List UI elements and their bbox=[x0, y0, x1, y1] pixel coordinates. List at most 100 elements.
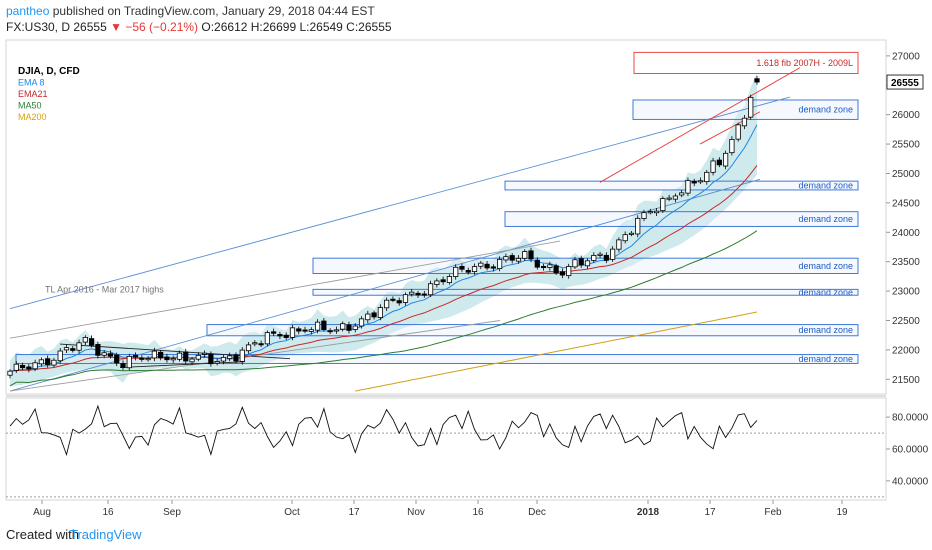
candle-body bbox=[666, 197, 672, 200]
demand-zone-label: demand zone bbox=[798, 214, 853, 224]
candle-body bbox=[51, 359, 57, 366]
candle-body bbox=[691, 180, 697, 184]
candle bbox=[409, 288, 415, 297]
candle-body bbox=[597, 253, 603, 256]
trendline-annotation: TL Apr 2016 - Mar 2017 highs bbox=[45, 284, 164, 294]
candle bbox=[735, 122, 741, 142]
candle-body bbox=[566, 266, 572, 277]
candle-body bbox=[32, 362, 38, 370]
trendline-gray-lower bbox=[9, 320, 501, 392]
candle bbox=[421, 290, 427, 298]
candle bbox=[672, 193, 678, 203]
candle bbox=[522, 249, 528, 262]
last-price: 26555 bbox=[73, 20, 107, 34]
candle-body bbox=[409, 291, 415, 295]
candle-body bbox=[729, 139, 735, 154]
candle bbox=[754, 75, 760, 85]
published-text: published on TradingView.com, January 29… bbox=[52, 4, 375, 18]
candle-body bbox=[471, 266, 478, 272]
candle bbox=[377, 304, 383, 321]
candle bbox=[70, 346, 76, 353]
legend-entry: MA50 bbox=[18, 101, 42, 111]
oscillator-line bbox=[9, 404, 758, 457]
candle-body bbox=[308, 329, 314, 332]
fib-zone-box bbox=[633, 51, 859, 74]
price-chart[interactable]: demand zone demand zone demand zone demand … bbox=[0, 38, 932, 522]
candle bbox=[635, 215, 641, 238]
candle bbox=[82, 335, 88, 346]
ema21-line bbox=[9, 165, 758, 372]
x-tick-label: Feb bbox=[764, 507, 782, 518]
candle-body bbox=[478, 262, 484, 267]
candle-body bbox=[13, 363, 19, 371]
y-tick-label: 23500 bbox=[892, 257, 920, 268]
candle-body bbox=[547, 264, 553, 268]
triangle-lower bbox=[119, 361, 246, 368]
candle bbox=[402, 292, 409, 306]
candle-body bbox=[57, 350, 63, 362]
candle-body bbox=[314, 321, 321, 331]
candle bbox=[308, 327, 314, 335]
demand-zone-box bbox=[15, 354, 859, 364]
main-pane bbox=[5, 39, 887, 395]
candle bbox=[51, 357, 57, 368]
osc-tick-label: 60.0000 bbox=[892, 445, 929, 456]
candle bbox=[710, 157, 716, 176]
candle bbox=[220, 355, 227, 365]
candle bbox=[302, 326, 308, 334]
candle bbox=[145, 356, 151, 362]
demand-zone-label: demand zone bbox=[798, 105, 853, 115]
candle bbox=[465, 267, 471, 275]
candle bbox=[38, 357, 44, 367]
candle-body bbox=[553, 265, 559, 274]
candle bbox=[45, 355, 51, 368]
candle bbox=[195, 352, 201, 362]
candle bbox=[572, 256, 578, 269]
tradingview-logo[interactable]: TradingView bbox=[70, 527, 142, 542]
x-tick-label: 19 bbox=[836, 507, 848, 518]
candle-body bbox=[377, 307, 383, 319]
x-tick-label: 17 bbox=[704, 507, 716, 518]
candle bbox=[19, 362, 26, 371]
candle-body bbox=[384, 299, 390, 309]
candle bbox=[314, 319, 321, 334]
candle-body bbox=[220, 356, 227, 362]
x-tick-label: 16 bbox=[472, 507, 484, 518]
candle bbox=[540, 263, 547, 271]
candle bbox=[471, 263, 478, 275]
candle-body bbox=[572, 259, 578, 268]
candle-body bbox=[748, 96, 754, 118]
candle bbox=[528, 247, 534, 263]
ohlc-values: O:26612 H:26699 L:26549 C:26555 bbox=[201, 20, 392, 34]
candle-body bbox=[183, 351, 189, 362]
candle bbox=[446, 274, 453, 285]
candle bbox=[132, 352, 139, 361]
candle-body bbox=[170, 358, 176, 361]
candle-body bbox=[346, 324, 352, 331]
candle-body bbox=[189, 358, 195, 363]
candle-body bbox=[195, 354, 201, 360]
candle bbox=[427, 280, 434, 297]
candle-body bbox=[716, 159, 722, 166]
candle bbox=[176, 350, 183, 362]
candle-body bbox=[89, 338, 95, 346]
candle bbox=[63, 344, 70, 353]
last-price-label: 26555 bbox=[891, 78, 919, 89]
x-tick-label: Dec bbox=[528, 507, 546, 518]
candle-body bbox=[164, 356, 170, 361]
trend-cloud bbox=[10, 73, 757, 387]
candle-body bbox=[302, 329, 308, 332]
candle bbox=[497, 256, 503, 272]
candle-body bbox=[283, 334, 289, 338]
y-tick-label: 25000 bbox=[892, 169, 920, 180]
candle bbox=[603, 252, 609, 264]
candle bbox=[723, 150, 729, 170]
candle-body bbox=[139, 357, 145, 360]
candle bbox=[741, 115, 748, 130]
candle-body bbox=[509, 255, 515, 261]
candle-body bbox=[635, 217, 641, 235]
author-name[interactable]: pantheo bbox=[6, 4, 50, 18]
candle bbox=[352, 323, 358, 333]
legend-entry: MA200 bbox=[18, 112, 47, 122]
x-tick-label: 2018 bbox=[637, 507, 660, 518]
